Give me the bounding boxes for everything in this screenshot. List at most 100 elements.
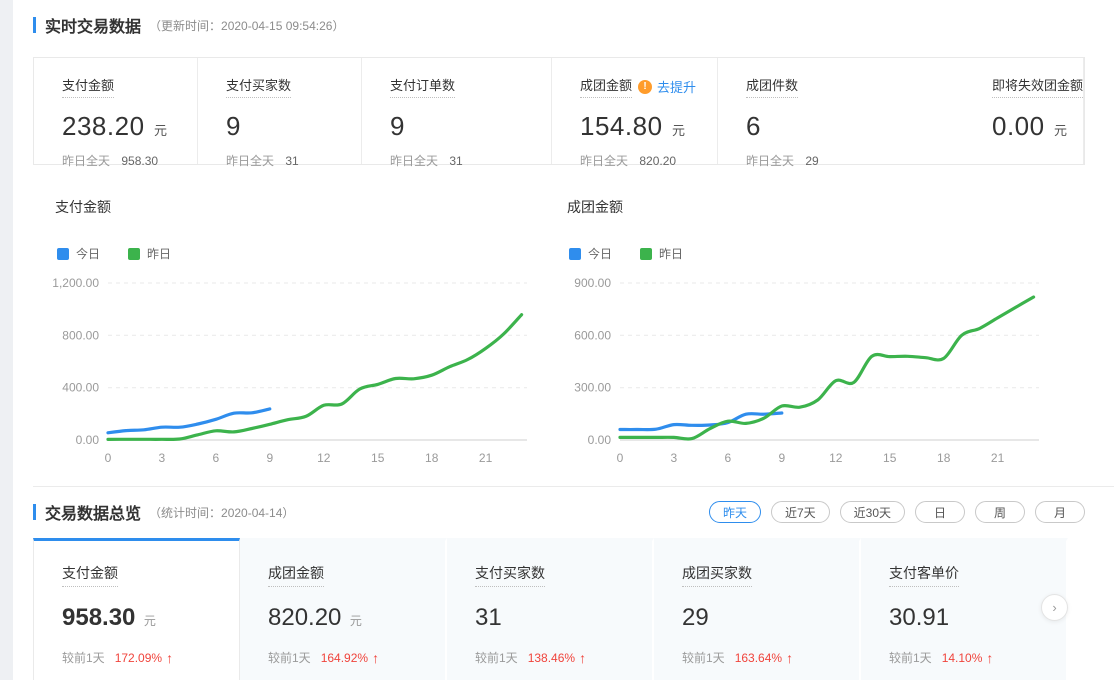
stat-value: 238.20 xyxy=(62,111,145,141)
stat-label-row: 即将失效团金额 xyxy=(991,75,1083,98)
card-value-row: 31 xyxy=(475,604,652,632)
overview-cards-row: 支付金额 958.30 元 较前1天 172.09% ↑ 成团金额 xyxy=(33,538,1085,680)
svg-text:12: 12 xyxy=(317,451,331,465)
card-label[interactable]: 支付金额 xyxy=(62,563,118,587)
filter-button[interactable]: 日 xyxy=(915,501,965,523)
stat-yesterday-label: 昨日全天 xyxy=(390,154,439,168)
stat-label[interactable]: 即将失效团金额 xyxy=(991,75,1083,98)
card-value-row: 958.30 元 xyxy=(62,604,239,632)
card-compare-row: 较前1天 164.92% ↑ xyxy=(268,649,445,666)
up-arrow-icon: ↑ xyxy=(372,649,380,666)
stat-label[interactable]: 成团金额 xyxy=(580,75,633,98)
overview-card[interactable]: 支付金额 958.30 元 较前1天 172.09% ↑ xyxy=(33,538,240,680)
overview-card[interactable]: 成团买家数 29 较前1天 163.64% ↑ xyxy=(654,538,861,680)
filter-button[interactable]: 昨天 xyxy=(708,501,761,523)
chart-title: 支付金额 xyxy=(55,199,111,215)
realtime-stats-row: 支付金额 238.20 元 昨日全天 958.30 xyxy=(33,57,1085,168)
stat-yesterday-value: 820.20 xyxy=(639,154,677,168)
stat-unit: 元 xyxy=(153,123,167,138)
section-accent-bar xyxy=(33,504,36,520)
svg-text:18: 18 xyxy=(425,451,439,465)
card-value-row: 29 xyxy=(682,604,859,632)
compare-percent: 138.46% xyxy=(527,650,576,665)
card-label[interactable]: 成团金额 xyxy=(268,563,324,587)
compare-label: 较前1天 xyxy=(682,651,725,665)
payment-amount-chart-block: 支付金额 今日 昨日 0.00 400.00 800.00 1,200.00 0 3 6 9 1… xyxy=(33,191,545,470)
stat-yesterday-value: 958.30 xyxy=(121,154,159,168)
card-unit: 元 xyxy=(143,614,156,628)
payment-amount-line-chart[interactable]: 0.00 400.00 800.00 1,200.00 0 3 6 9 12 15 18 21 xyxy=(33,270,538,470)
warning-icon[interactable]: ! xyxy=(638,79,653,94)
svg-text:300.00: 300.00 xyxy=(574,381,611,395)
stat-value-row: 154.80 元 xyxy=(580,111,717,142)
stat-label[interactable]: 支付金额 xyxy=(62,75,115,98)
chart-title: 成团金额 xyxy=(567,199,623,215)
stat-label[interactable]: 支付买家数 xyxy=(226,75,292,98)
section-accent-bar xyxy=(33,17,36,33)
stat-value-row: 0.00 元 xyxy=(992,111,1083,142)
legend-item-today[interactable]: 今日 xyxy=(57,245,100,262)
stat-label[interactable]: 成团件数 xyxy=(746,75,799,98)
realtime-section-header: 实时交易数据 （更新时间：2020-04-15 09:54:26） xyxy=(33,14,1114,36)
stat-value-row: 238.20 元 xyxy=(62,111,197,142)
stat-card: 支付订单数 9 昨日全天 31 xyxy=(362,58,552,168)
card-value: 30.91 xyxy=(889,604,950,631)
section-title: 交易数据总览 xyxy=(45,506,142,523)
stat-value-row: 6 xyxy=(746,111,964,142)
overview-card[interactable]: 支付买家数 31 较前1天 138.46% ↑ xyxy=(447,538,654,680)
stat-unit: 元 xyxy=(671,123,685,138)
compare-percent: 164.92% xyxy=(320,650,369,665)
main-content: 实时交易数据 （更新时间：2020-04-15 09:54:26） 支付金额 2… xyxy=(13,0,1114,680)
group-amount-line-chart[interactable]: 0.00 300.00 600.00 900.00 0 3 6 9 12 15 18 21 xyxy=(545,270,1050,470)
up-arrow-icon: ↑ xyxy=(786,649,794,666)
card-label[interactable]: 支付买家数 xyxy=(475,563,545,587)
stat-label[interactable]: 支付订单数 xyxy=(390,75,456,98)
stat-value-row: 9 xyxy=(226,111,361,142)
update-time: （更新时间：2020-04-15 09:54:26） xyxy=(149,18,345,33)
legend-label-today: 今日 xyxy=(588,247,613,261)
group-amount-chart-block: 成团金额 今日 昨日 0.00 300.00 600.00 900.00 0 3 6 9 12 1… xyxy=(545,191,1085,470)
svg-text:0: 0 xyxy=(617,451,624,465)
card-value: 820.20 xyxy=(268,604,342,631)
legend-item-today[interactable]: 今日 xyxy=(569,245,612,262)
svg-text:6: 6 xyxy=(213,451,220,465)
card-label[interactable]: 成团买家数 xyxy=(682,563,752,587)
svg-text:18: 18 xyxy=(937,451,951,465)
stat-yesterday-value: 29 xyxy=(805,154,819,168)
overview-card[interactable]: 支付客单价 30.91 较前1天 14.10% ↑ xyxy=(861,538,1068,680)
svg-text:12: 12 xyxy=(829,451,843,465)
legend-item-yesterday[interactable]: 昨日 xyxy=(640,245,683,262)
legend-label-yesterday: 昨日 xyxy=(659,247,684,261)
legend-item-yesterday[interactable]: 昨日 xyxy=(128,245,171,262)
stat-yesterday-row: 昨日全天 31 xyxy=(390,152,551,169)
svg-text:600.00: 600.00 xyxy=(574,328,611,342)
boost-link[interactable]: 去提升 xyxy=(657,80,697,95)
compare-percent: 163.64% xyxy=(734,650,783,665)
overview-card[interactable]: 成团金额 820.20 元 较前1天 164.92% ↑ xyxy=(240,538,447,680)
card-compare-row: 较前1天 163.64% ↑ xyxy=(682,649,859,666)
next-cards-button[interactable]: › xyxy=(1041,594,1068,621)
chevron-right-icon: › xyxy=(1052,600,1057,615)
up-arrow-icon: ↑ xyxy=(166,649,174,666)
stat-yesterday-label: 昨日全天 xyxy=(580,154,629,168)
filter-button[interactable]: 周 xyxy=(975,501,1025,523)
card-label[interactable]: 支付客单价 xyxy=(889,563,959,587)
stat-label-row: 成团件数 xyxy=(746,75,964,98)
svg-text:3: 3 xyxy=(671,451,678,465)
stat-yesterday-value: 31 xyxy=(285,154,299,168)
card-compare-row: 较前1天 172.09% ↑ xyxy=(62,649,239,666)
legend-label-yesterday: 昨日 xyxy=(147,247,172,261)
filter-button[interactable]: 月 xyxy=(1035,501,1085,523)
filter-button[interactable]: 近7天 xyxy=(770,501,830,523)
card-unit: 元 xyxy=(349,614,362,628)
stat-value: 6 xyxy=(746,111,761,141)
compare-label: 较前1天 xyxy=(475,651,518,665)
stats-time: （统计时间：2020-04-14） xyxy=(149,505,295,520)
compare-label: 较前1天 xyxy=(62,651,105,665)
card-value-row: 30.91 xyxy=(889,604,1066,632)
svg-text:21: 21 xyxy=(991,451,1005,465)
stat-value: 0.00 xyxy=(991,111,1045,141)
filter-button[interactable]: 近30天 xyxy=(839,501,905,523)
svg-text:0: 0 xyxy=(105,451,112,465)
